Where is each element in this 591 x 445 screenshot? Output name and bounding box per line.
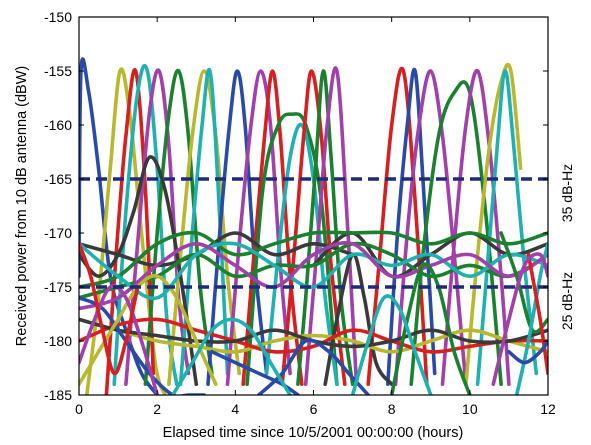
y-tick-label-5: -175 bbox=[44, 279, 72, 295]
series-line-43 bbox=[514, 242, 548, 395]
y-tick-label-6: -180 bbox=[44, 333, 72, 349]
threshold-label-2: 25 dB-Hz bbox=[559, 272, 575, 330]
threshold-layer: 35 dB-Hz 25 dB-Hz bbox=[79, 164, 575, 330]
x-tick-label-2: 4 bbox=[231, 401, 239, 417]
y-axis-title: Received power from 10 dB antenna (dBW) bbox=[14, 66, 30, 346]
series-line-27 bbox=[323, 252, 394, 386]
threshold-label-1: 35 dB-Hz bbox=[559, 164, 575, 222]
series-line-44 bbox=[526, 252, 548, 376]
x-tick-label-1: 2 bbox=[153, 401, 161, 417]
x-tick-label-0: 0 bbox=[75, 401, 83, 417]
x-tick-label-5: 10 bbox=[462, 401, 478, 417]
series-line-28 bbox=[79, 230, 548, 289]
series-layer bbox=[79, 57, 548, 395]
axis-layer: 0 2 4 6 8 10 12 -150 -155 -160 -165 -170 -175 -180 -18… bbox=[44, 9, 556, 417]
series-line-13 bbox=[264, 122, 339, 386]
series-line-1 bbox=[79, 57, 159, 395]
series-line-45 bbox=[507, 339, 548, 365]
x-tick-label-3: 6 bbox=[310, 401, 318, 417]
series-line-48 bbox=[350, 294, 433, 395]
x-axis-title: Elapsed time since 10/5/2001 00:00:00 (h… bbox=[163, 425, 464, 441]
series-line-47 bbox=[389, 262, 472, 395]
series-line-46 bbox=[491, 252, 548, 386]
series-line-37 bbox=[79, 274, 218, 386]
series-line-14 bbox=[280, 69, 347, 386]
series-line-32 bbox=[79, 317, 548, 354]
x-tick-label-6: 12 bbox=[540, 401, 556, 417]
y-tick-label-2: -160 bbox=[44, 117, 72, 133]
series-line-30 bbox=[79, 241, 548, 301]
series-line-39 bbox=[79, 242, 140, 376]
series-line-41 bbox=[171, 317, 292, 395]
y-tick-label-0: -150 bbox=[44, 9, 72, 25]
y-tick-label-4: -170 bbox=[44, 225, 72, 241]
x-tick-label-4: 8 bbox=[388, 401, 396, 417]
series-line-33 bbox=[79, 317, 548, 354]
series-line-24 bbox=[79, 155, 199, 386]
series-line-17 bbox=[366, 66, 429, 386]
series-line-36 bbox=[210, 350, 300, 395]
series-line-31 bbox=[79, 241, 548, 311]
y-tick-label-3: -165 bbox=[44, 171, 72, 187]
y-tick-label-1: -155 bbox=[44, 63, 72, 79]
y-tick-label-7: -185 bbox=[44, 387, 72, 403]
